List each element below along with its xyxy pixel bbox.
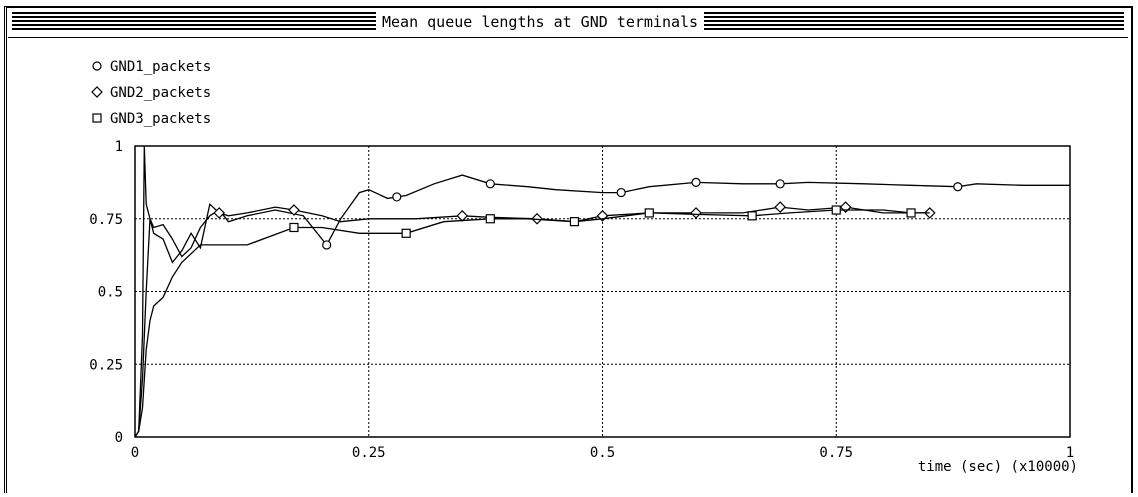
y-tick-label: 0.75 bbox=[89, 212, 123, 228]
x-axis-title: time (sec) (x10000) bbox=[918, 459, 1078, 475]
data-point-marker bbox=[691, 177, 701, 187]
data-point-marker bbox=[831, 205, 841, 215]
series-2 bbox=[134, 201, 936, 438]
title-bar-stripes-left bbox=[12, 12, 376, 32]
data-point-marker bbox=[644, 208, 654, 218]
y-tick-label: 0.5 bbox=[98, 285, 123, 301]
data-point-marker bbox=[906, 208, 916, 218]
title-bar-rule bbox=[8, 37, 1128, 38]
title-bar[interactable]: Mean queue lengths at GND terminals bbox=[8, 8, 1128, 36]
x-tick-label: 1 bbox=[1066, 445, 1074, 461]
data-point-marker bbox=[392, 192, 402, 202]
legend-marker-circle-icon bbox=[92, 61, 102, 71]
x-tick-label: 0.25 bbox=[352, 445, 386, 461]
title-bar-stripes-right bbox=[704, 12, 1124, 32]
y-tick-label: 1 bbox=[115, 139, 123, 155]
legend: GND1_packets GND2_packets GND3_packets bbox=[91, 59, 211, 127]
data-point-marker bbox=[485, 179, 495, 189]
data-point-marker bbox=[289, 222, 299, 233]
series-line bbox=[134, 202, 930, 438]
chart-window bbox=[4, 6, 1133, 493]
data-point-marker bbox=[616, 187, 626, 198]
data-point-marker bbox=[690, 207, 702, 219]
data-point-marker bbox=[775, 179, 785, 189]
data-point-marker bbox=[485, 214, 495, 224]
legend-marker-square-icon bbox=[92, 113, 102, 123]
series-line bbox=[134, 145, 1070, 438]
window-title: Mean queue lengths at GND terminals bbox=[376, 10, 705, 34]
y-tick-label: 0 bbox=[115, 430, 123, 446]
x-tick-label: 0 bbox=[131, 445, 139, 461]
legend-entry-label: GND2_packets bbox=[110, 85, 211, 101]
data-point-marker bbox=[953, 182, 963, 192]
legend-marker-diamond-icon bbox=[91, 86, 103, 98]
y-tick-label: 0.25 bbox=[89, 357, 123, 373]
legend-entry-label: GND1_packets bbox=[110, 59, 211, 75]
data-point-marker bbox=[288, 204, 300, 216]
plot-area bbox=[134, 145, 1071, 438]
legend-entry-label: GND3_packets bbox=[110, 111, 211, 127]
data-point-marker bbox=[774, 201, 786, 213]
series-line bbox=[134, 209, 930, 438]
data-point-marker bbox=[213, 207, 225, 219]
data-point-marker bbox=[322, 240, 332, 250]
x-tick-label: 0.5 bbox=[590, 445, 615, 461]
x-tick-label: 0.75 bbox=[819, 445, 853, 461]
series-3 bbox=[134, 205, 930, 438]
axis-labels: time (sec) (x10000) 0 0.25 0.5 0.75 1 0 0.25 0.… bbox=[89, 139, 1078, 475]
data-point-marker bbox=[456, 209, 469, 222]
data-point-marker bbox=[569, 217, 580, 227]
series-1 bbox=[134, 145, 1070, 438]
series-layer bbox=[134, 145, 1070, 438]
data-point-marker bbox=[401, 228, 411, 238]
data-point-marker bbox=[747, 211, 757, 221]
grid-lines bbox=[135, 146, 1070, 437]
